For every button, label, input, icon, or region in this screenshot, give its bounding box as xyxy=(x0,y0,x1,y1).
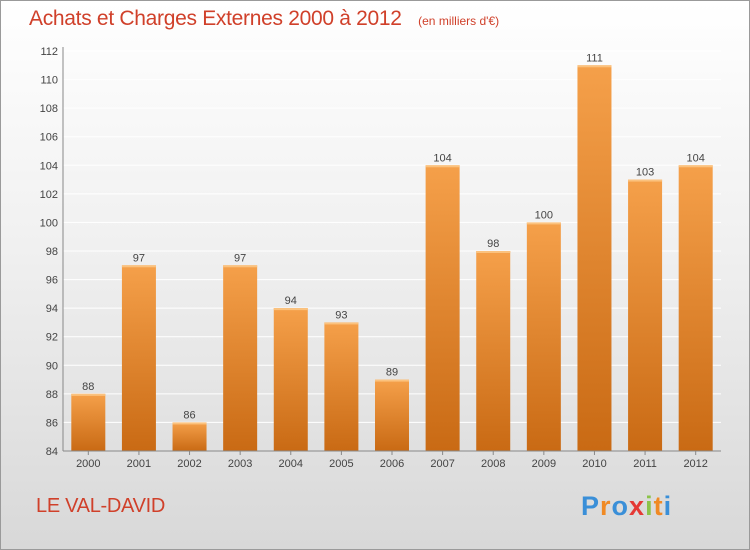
bar-highlight xyxy=(526,222,561,225)
bar xyxy=(678,165,713,452)
bar-value-label: 88 xyxy=(82,381,94,393)
bar-value-label: 104 xyxy=(687,152,705,164)
bar-highlight xyxy=(121,265,156,268)
y-tick-label: 88 xyxy=(46,389,58,401)
x-tick-label: 2005 xyxy=(329,458,353,470)
bar-value-label: 86 xyxy=(183,409,195,421)
bar-highlight xyxy=(71,393,106,396)
logo-letter: P xyxy=(581,491,601,521)
bar xyxy=(324,322,359,451)
x-tick-label: 2002 xyxy=(177,458,201,470)
bar-value-label: 98 xyxy=(487,238,499,250)
bar xyxy=(121,265,156,451)
y-tick-label: 102 xyxy=(40,189,58,201)
bar-highlight xyxy=(375,379,409,382)
logo-letter: t xyxy=(653,491,664,521)
bar-value-label: 93 xyxy=(335,309,347,321)
y-tick-label: 92 xyxy=(46,332,58,344)
bar-highlight xyxy=(273,308,308,311)
title-line: Achats et Charges Externes 2000 à 2012 (… xyxy=(29,7,499,31)
labels-layer: 88 97 86 97 94 93 89 104 98 100 111 103 104 xyxy=(82,52,705,421)
logo-letter: x xyxy=(629,491,646,521)
x-tick-label: 2004 xyxy=(279,458,303,470)
bar xyxy=(577,65,612,452)
x-tick-label: 2011 xyxy=(633,458,657,470)
x-tick-label: 2009 xyxy=(532,458,556,470)
bar-value-label: 94 xyxy=(285,295,297,307)
proxiti-logo: Proxiti xyxy=(581,491,672,522)
x-tick-label: 2007 xyxy=(430,458,454,470)
bar xyxy=(223,265,258,451)
y-tick-label: 96 xyxy=(46,275,58,287)
bar-highlight xyxy=(628,179,663,182)
logo-letter: r xyxy=(600,491,612,521)
logo-letter: i xyxy=(663,491,673,521)
bar-value-label: 100 xyxy=(535,209,553,221)
place-name: LE VAL-DAVID xyxy=(36,495,166,517)
bar-value-label: 97 xyxy=(234,252,246,264)
x-tick-label: 2008 xyxy=(481,458,505,470)
bar-value-label: 104 xyxy=(433,152,451,164)
x-tick-label: 2006 xyxy=(380,458,404,470)
x-tick-label: 2000 xyxy=(76,458,100,470)
bar xyxy=(375,379,409,451)
bar xyxy=(628,179,663,452)
y-tick-label: 104 xyxy=(40,160,58,172)
y-tick-label: 94 xyxy=(46,303,58,315)
y-tick-label: 108 xyxy=(40,103,58,115)
bars-layer xyxy=(71,65,713,452)
bar-highlight xyxy=(425,165,460,168)
chart-title: Achats et Charges Externes 2000 à 2012 xyxy=(29,7,402,30)
bar xyxy=(425,165,460,452)
bar-highlight xyxy=(172,422,207,425)
y-tick-label: 84 xyxy=(46,446,58,458)
x-tick-label: 2003 xyxy=(228,458,252,470)
y-tick-label: 106 xyxy=(40,132,58,144)
bar xyxy=(476,251,511,451)
y-tick-label: 100 xyxy=(40,217,58,229)
y-tick-label: 110 xyxy=(40,75,58,87)
bar-highlight xyxy=(678,165,713,168)
bar xyxy=(273,308,308,451)
logo-letter: i xyxy=(645,491,654,521)
bar-highlight xyxy=(577,65,612,68)
bar-highlight xyxy=(476,251,511,253)
chart-subtitle: (en milliers d'€) xyxy=(418,14,500,28)
logo-letter: o xyxy=(611,491,630,521)
bar xyxy=(526,222,561,451)
bar-value-label: 103 xyxy=(636,167,654,179)
y-tick-label: 90 xyxy=(46,360,58,372)
bar-highlight xyxy=(223,265,258,268)
x-tick-label: 2012 xyxy=(683,458,707,470)
bar-value-label: 111 xyxy=(586,52,603,64)
x-tick-label: 2010 xyxy=(582,458,606,470)
bar-highlight xyxy=(324,322,359,325)
bar-value-label: 97 xyxy=(133,252,145,264)
y-tick-label: 86 xyxy=(46,417,58,429)
y-tick-label: 112 xyxy=(40,46,58,58)
bar-value-label: 89 xyxy=(386,367,398,379)
axis-layer: 84 86 88 90 92 94 96 98 100 102 104 106 108 110 112 200… xyxy=(40,46,721,470)
bar xyxy=(172,422,207,451)
bar xyxy=(71,393,106,451)
y-tick-label: 98 xyxy=(46,246,58,258)
x-tick-label: 2001 xyxy=(127,458,151,470)
